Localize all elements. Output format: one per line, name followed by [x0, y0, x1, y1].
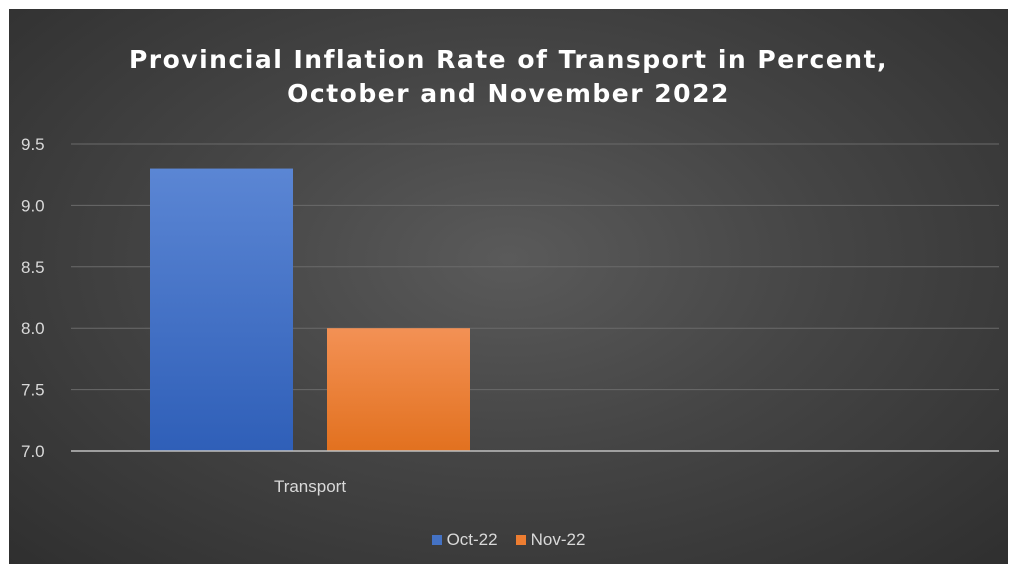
y-tick-label: 7.5 — [21, 381, 45, 400]
chart-title: Provincial Inflation Rate of Transport i… — [9, 43, 1008, 111]
y-tick-label: 7.0 — [21, 442, 45, 461]
bar-oct-22 — [150, 168, 293, 451]
legend-item: Nov-22 — [515, 530, 586, 550]
plot-area: 7.0 7.5 8.0 8.5 9.0 9.5 Transport — [21, 135, 999, 496]
legend-item: Oct-22 — [431, 530, 498, 550]
y-axis-tick-labels: 7.0 7.5 8.0 8.5 9.0 9.5 — [21, 135, 45, 461]
y-tick-label: 8.5 — [21, 258, 45, 277]
y-tick-label: 8.0 — [21, 319, 45, 338]
legend-swatch — [515, 535, 526, 545]
y-tick-label: 9.0 — [21, 196, 45, 215]
legend-swatch — [431, 535, 442, 545]
bars — [150, 168, 470, 451]
chart-title-line-1: Provincial Inflation Rate of Transport i… — [128, 45, 889, 74]
legend-label: Oct-22 — [446, 530, 498, 549]
category-label: Transport — [274, 477, 346, 496]
category-labels: Transport — [274, 477, 346, 496]
legend: Oct-22 Nov-22 — [9, 530, 1008, 550]
y-tick-label: 9.5 — [21, 135, 45, 154]
bar-nov-22 — [327, 328, 470, 451]
chart-area: Provincial Inflation Rate of Transport i… — [9, 9, 1008, 564]
chart-title-line-2: October and November 2022 — [287, 79, 730, 108]
legend-label: Nov-22 — [530, 530, 586, 549]
